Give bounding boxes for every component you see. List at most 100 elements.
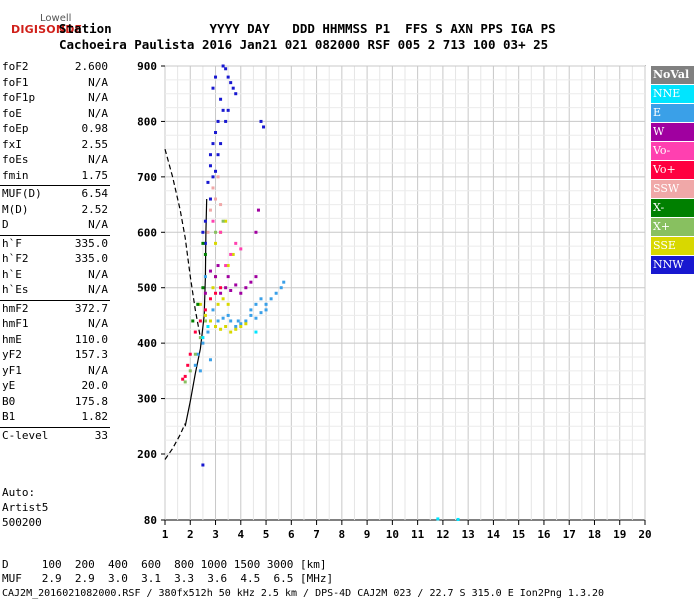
data-point-nnw	[208, 153, 212, 157]
x-tick-label: 14	[487, 528, 501, 541]
data-point-nnw	[226, 108, 230, 112]
data-point-sse	[244, 322, 248, 326]
param-value: 6.54	[81, 187, 109, 200]
data-point-nnw	[211, 142, 215, 146]
data-point-e	[216, 319, 220, 323]
data-point-nnw	[214, 75, 218, 79]
data-point-sse	[224, 325, 228, 329]
param-value: N/A	[88, 218, 108, 231]
data-point-vo+	[208, 297, 212, 301]
data-point-nnw	[208, 164, 212, 168]
data-point-vo+	[219, 286, 223, 290]
data-point-nnw	[211, 86, 215, 90]
data-point-nne	[206, 325, 210, 329]
data-point-nnw	[219, 97, 223, 101]
legend-item: W	[651, 123, 694, 141]
data-point-sse	[226, 302, 230, 306]
x-tick-label: 6	[288, 528, 295, 541]
param-value: 2.52	[81, 202, 109, 216]
data-point-sse	[231, 252, 235, 256]
data-point-nnw	[234, 92, 238, 96]
x-tick-label: 16	[537, 528, 551, 541]
param-value: 157.3	[74, 348, 108, 361]
header-line-2: Cachoeira Paulista 2016 Jan21 021 082000…	[59, 37, 549, 52]
data-point-x-	[191, 319, 195, 323]
data-point-e	[254, 302, 258, 306]
x-tick-label: 18	[588, 528, 601, 541]
data-point-w	[216, 264, 220, 268]
auto-label: Auto:	[2, 486, 36, 499]
data-point-w	[224, 286, 228, 290]
data-point-x-	[203, 252, 207, 256]
data-point-x+	[188, 369, 192, 373]
data-point-sse	[239, 325, 243, 329]
param-label: C-level	[2, 428, 49, 442]
data-point-w	[239, 291, 243, 295]
param-value: N/A	[88, 75, 108, 89]
data-point-sse	[226, 264, 230, 268]
data-point-nne	[254, 330, 258, 334]
data-point-sse	[219, 327, 223, 331]
x-tick-label: 1	[162, 528, 169, 541]
data-point-x-	[196, 302, 200, 306]
y-tick-label: 800	[137, 115, 157, 128]
param-value: 335.0	[74, 236, 108, 250]
data-point-sse	[211, 286, 215, 290]
param-value: N/A	[88, 267, 108, 281]
param-label: fxI	[2, 137, 22, 151]
data-point-x+	[193, 352, 197, 356]
param-label: fmin	[2, 168, 29, 182]
data-point-sse	[229, 330, 233, 334]
data-point-e	[236, 319, 240, 323]
legend-item: NNE	[651, 85, 694, 103]
param-separator	[0, 426, 110, 428]
y-tick-label: 700	[137, 171, 157, 184]
data-point-nnw	[224, 67, 228, 71]
data-point-e	[244, 319, 248, 323]
param-value: 33	[94, 428, 108, 442]
x-tick-label: 19	[613, 528, 626, 541]
data-point-w	[254, 275, 258, 279]
param-label: foF1p	[2, 91, 36, 104]
legend-item: NoVal	[651, 66, 694, 84]
data-point-e	[264, 308, 268, 312]
data-point-w	[203, 291, 207, 295]
data-point-e	[269, 297, 273, 301]
data-point-e	[198, 369, 202, 373]
param-value: 372.7	[74, 301, 108, 315]
data-point-vo+	[214, 291, 218, 295]
x-tick-label: 11	[411, 528, 425, 541]
data-point-x-	[201, 286, 205, 290]
data-point-e	[201, 341, 205, 345]
y-tick-label: 900	[137, 60, 157, 73]
param-label: h`F	[2, 236, 22, 250]
data-point-sse	[198, 302, 202, 306]
param-label: hmF1	[2, 317, 29, 330]
x-tick-label: 15	[512, 528, 525, 541]
legend-item: X+	[651, 218, 694, 236]
data-point-x+	[183, 380, 187, 384]
data-point-nnw	[208, 197, 212, 201]
param-label: yE	[2, 379, 16, 392]
data-point-e	[229, 319, 233, 323]
data-point-e	[259, 311, 263, 315]
profile-dashed-lower	[164, 423, 186, 460]
param-label: yF1	[2, 363, 22, 377]
y-tick-label: 80	[144, 514, 157, 527]
data-point-ssw	[219, 203, 223, 207]
data-point-nnw	[219, 142, 223, 146]
profile-dashed-upper	[164, 148, 201, 338]
auto-artist: Artist5	[2, 501, 49, 514]
data-point-e	[203, 275, 207, 279]
data-point-e	[239, 322, 243, 326]
data-point-e	[196, 352, 200, 356]
data-point-e	[249, 308, 253, 312]
data-point-nnw	[206, 180, 210, 184]
param-value: 1.75	[81, 168, 109, 182]
data-point-w	[249, 280, 253, 284]
data-point-ssw	[206, 230, 210, 234]
data-point-w	[244, 286, 248, 290]
data-point-vo-	[239, 247, 243, 251]
param-label: M(D)	[2, 202, 29, 216]
data-point-nnw	[231, 86, 235, 90]
